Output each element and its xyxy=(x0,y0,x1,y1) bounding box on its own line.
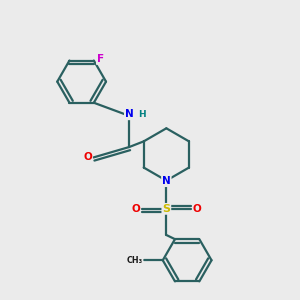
Text: S: S xyxy=(162,204,170,214)
Text: N: N xyxy=(125,109,134,119)
Text: CH₃: CH₃ xyxy=(127,256,143,265)
Text: O: O xyxy=(131,204,140,214)
Text: H: H xyxy=(138,110,146,119)
Text: O: O xyxy=(83,152,92,162)
Text: O: O xyxy=(193,204,202,214)
Text: F: F xyxy=(97,54,104,64)
Text: N: N xyxy=(162,176,171,186)
